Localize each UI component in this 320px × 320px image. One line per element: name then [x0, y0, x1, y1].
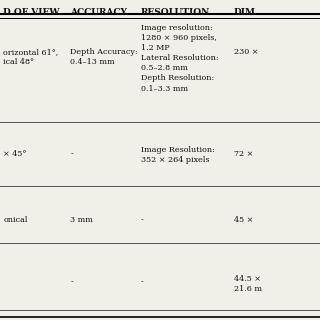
- Text: Depth Accuracy:
0.4–13 mm: Depth Accuracy: 0.4–13 mm: [70, 48, 138, 66]
- Text: 3 mm: 3 mm: [70, 216, 93, 224]
- Text: Image Resolution:
352 × 264 pixels: Image Resolution: 352 × 264 pixels: [141, 146, 215, 164]
- Text: 45 ×: 45 ×: [234, 216, 253, 224]
- Text: 72 ×: 72 ×: [234, 150, 253, 158]
- Text: -: -: [141, 278, 144, 286]
- Text: RESOLUTION: RESOLUTION: [141, 8, 210, 17]
- Text: DIM: DIM: [234, 8, 256, 17]
- Text: Image resolution:
1280 × 960 pixels,
1.2 MP
Lateral Resolution:
0.5–2.8 mm
Depth: Image resolution: 1280 × 960 pixels, 1.2…: [141, 24, 219, 92]
- Text: D OF VIEW: D OF VIEW: [3, 8, 60, 17]
- Text: -: -: [70, 150, 73, 158]
- Text: -: -: [141, 216, 144, 224]
- Text: orizontal 61°,
ical 48°: orizontal 61°, ical 48°: [3, 48, 59, 66]
- Text: ACCURACY: ACCURACY: [70, 8, 127, 17]
- Text: onical: onical: [3, 216, 28, 224]
- Text: 230 ×: 230 ×: [234, 48, 258, 56]
- Text: × 45°: × 45°: [3, 150, 27, 158]
- Text: 44.5 ×
21.6 m: 44.5 × 21.6 m: [234, 275, 262, 293]
- Text: -: -: [70, 278, 73, 286]
